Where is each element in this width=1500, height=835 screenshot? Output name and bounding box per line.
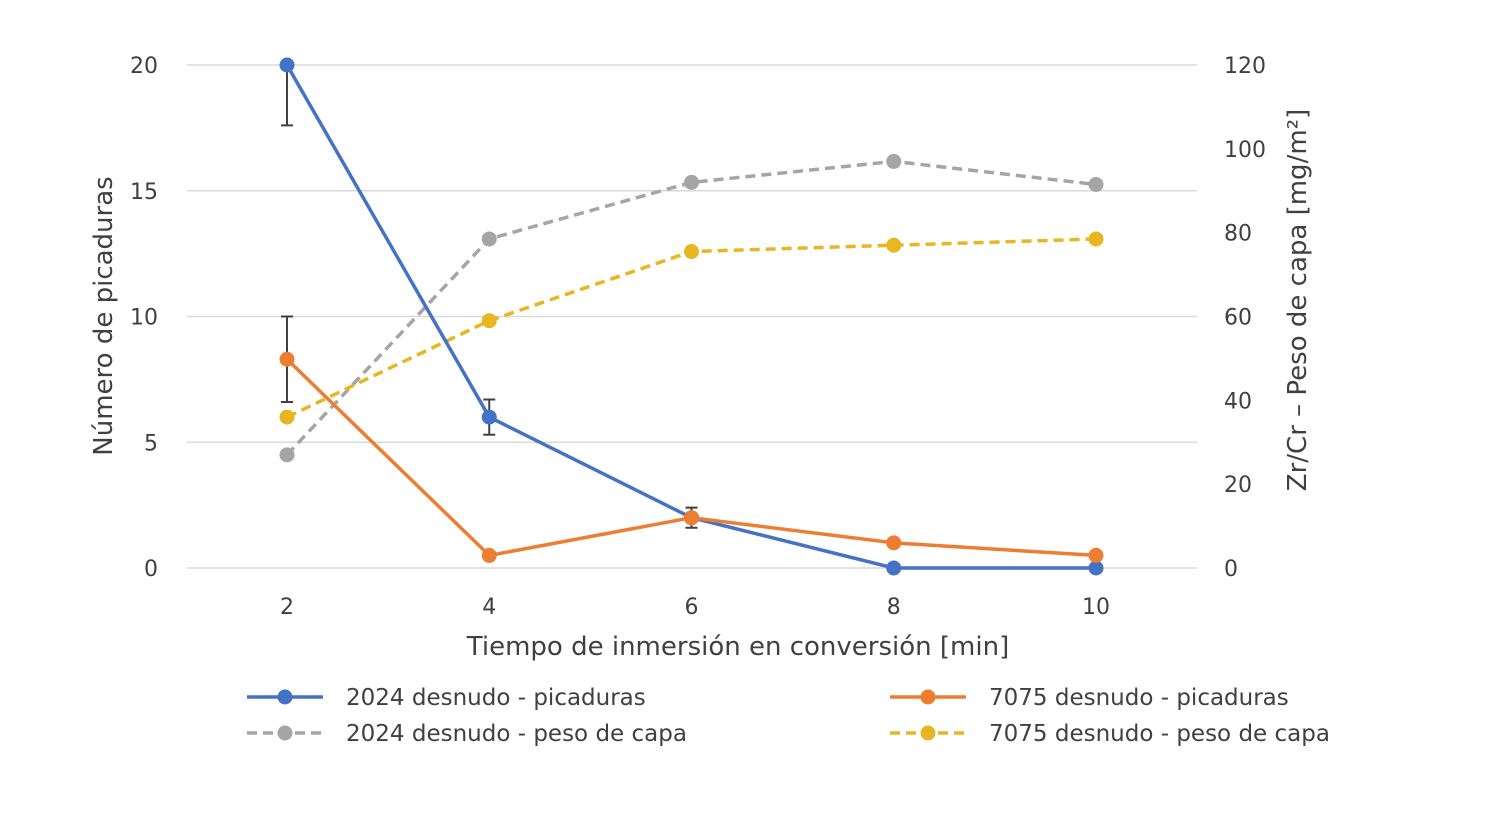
data-point (886, 560, 902, 576)
data-point (684, 174, 699, 190)
legend-item: 7075 desnudo - picaduras (890, 685, 1289, 711)
data-point (684, 244, 699, 260)
data-point (279, 57, 295, 73)
data-point (481, 547, 497, 563)
y-tick-label: 5 (144, 431, 158, 456)
data-point (1088, 547, 1104, 563)
data-point (279, 351, 295, 367)
gridlines (187, 64, 1197, 569)
y2-tick-label: 100 (1224, 138, 1266, 163)
legend-swatch-marker (920, 689, 936, 705)
data-point (481, 409, 497, 425)
y2-tick-label: 80 (1224, 222, 1252, 247)
data-point (1088, 176, 1104, 192)
x-tick-label: 10 (1082, 595, 1110, 620)
y2-tick-label: 40 (1224, 389, 1252, 414)
data-point (886, 237, 902, 253)
data-point (481, 231, 497, 247)
legend-swatch-marker (920, 725, 936, 741)
series-layer (279, 57, 1104, 576)
legend-label: 7075 desnudo - peso de capa (989, 721, 1330, 747)
legend: 2024 desnudo - picaduras 7075 desnudo - p… (247, 685, 1330, 747)
y2-tick-label: 20 (1224, 473, 1252, 498)
data-point (481, 313, 497, 329)
x-axis-title: Tiempo de inmersión en conversión [min] (466, 632, 1009, 662)
series-2 (279, 153, 1104, 463)
y-tick-label: 15 (130, 180, 158, 205)
y2-tick-label: 60 (1224, 306, 1252, 331)
x-tick-label: 6 (685, 595, 699, 620)
series-line (286, 237, 1097, 419)
legend-item: 7075 desnudo - peso de capa (890, 721, 1330, 747)
series-1 (279, 315, 1104, 563)
legend-item: 2024 desnudo - peso de capa (247, 721, 687, 747)
x-axis-ticks: 2 4 6 8 10 (280, 595, 1110, 620)
data-point (886, 153, 902, 169)
y2-tick-label: 120 (1224, 54, 1266, 79)
legend-swatch-marker (277, 725, 293, 741)
data-point (684, 510, 699, 526)
data-point (279, 447, 295, 463)
legend-label: 2024 desnudo - picaduras (346, 685, 646, 711)
data-point (1088, 231, 1104, 247)
data-point (1088, 560, 1104, 576)
y-tick-label: 20 (130, 54, 158, 79)
y-tick-label: 10 (130, 306, 158, 331)
legend-label: 7075 desnudo - picaduras (989, 685, 1289, 711)
x-tick-label: 4 (482, 595, 496, 620)
y-axis-title: Número de picaduras (89, 176, 119, 455)
x-tick-label: 2 (280, 595, 294, 620)
data-point (279, 409, 295, 425)
y2-axis-title: Zr/Cr – Peso de capa [mg/m²] (1283, 109, 1313, 491)
x-tick-label: 8 (887, 595, 901, 620)
series-3 (279, 231, 1104, 425)
y2-tick-label: 0 (1224, 557, 1238, 582)
series-line (285, 159, 1097, 457)
y-tick-label: 0 (144, 557, 158, 582)
data-point (886, 535, 902, 551)
legend-swatch-marker (277, 689, 293, 705)
legend-item: 2024 desnudo - picaduras (247, 685, 646, 711)
right-axis-ticks: 0 20 40 60 80 100 120 (1224, 54, 1266, 582)
legend-label: 2024 desnudo - peso de capa (346, 721, 687, 747)
left-axis-ticks: 0 5 10 15 20 (130, 54, 158, 582)
